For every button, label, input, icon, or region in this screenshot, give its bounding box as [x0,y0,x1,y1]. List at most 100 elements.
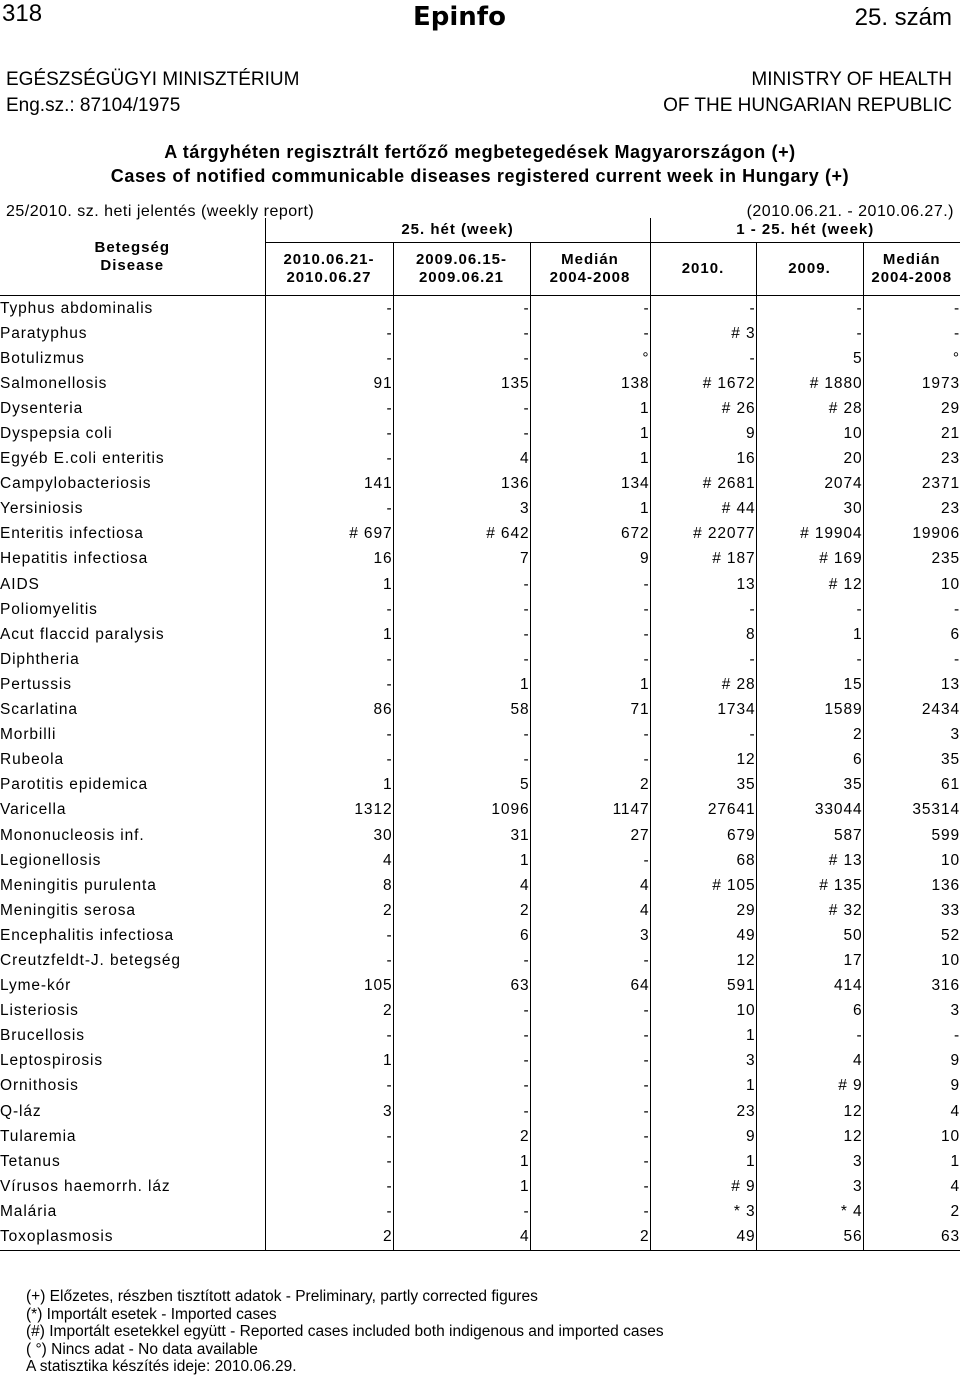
table-cell: - [392,572,530,598]
table-cell: 7 [392,546,530,573]
diseases-table: Betegség Disease 25. hét (week) 1 - 25. … [0,218,960,1251]
table-cell: 35 [755,772,863,798]
table-cell: 1 [529,396,650,422]
table-cell: # 2681 [649,471,756,497]
table-row: Q-láz 3- -23 12 4 [0,1099,960,1125]
table-row: Paratyphus - - - # 3-- [0,321,960,347]
table-cell: # 19904 [755,521,863,547]
table-cell: 1 [392,1149,530,1175]
col-2010: 2010. [649,242,756,296]
table-cell: - [392,747,530,773]
table-cell: 2434 [862,697,960,723]
disease-name: Listeriosis [0,1002,79,1020]
table-cell: 20 [755,446,863,472]
table-cell: - [264,1174,393,1200]
table-cell: 2 [264,998,393,1024]
table-cell: 3 [264,1099,393,1125]
disease-name: Leptospirosis [0,1052,104,1070]
disease-name: Tularemia [0,1127,77,1145]
table-cell: - [264,1149,393,1175]
disease-name: Campylobacteriosis [0,475,152,493]
table-cell: 4 [529,873,650,899]
table-row: Meningitis serosa 2 2 4 29 # 32 33 [0,898,960,924]
table-cell: 4 [264,848,393,874]
disease-name: Diphtheria [0,650,80,668]
week-group-header: 25. hét (week) [264,218,650,243]
table-row: Botulizmus - - ° -5 ° [0,346,960,372]
table-cell: 135 [392,371,530,397]
footnote-stat-date: A statisztika készítés ideje: 2010.06.29… [26,1358,297,1375]
table-cell: - [529,1199,650,1225]
table-row: Salmonellosis 91 135 138 # 1672 # 1880 1973 [0,371,960,397]
col-cumulative-median: Medián 2004-2008 [862,242,960,296]
table-cell: - [392,597,530,623]
table-cell: 10 [862,848,960,874]
table-cell: 50 [755,923,863,949]
table-cell: - [529,1023,650,1049]
table-cell: 9 [649,1124,756,1150]
disease-name: Typhus abdominalis [0,299,154,317]
table-cell: # 135 [755,873,863,899]
table-cell: 10 [862,1124,960,1150]
table-cell: 12 [649,747,756,773]
table-row: Dyspepsia coli - -1 9 10 21 [0,421,960,447]
table-cell: - [392,321,530,347]
table-cell: 1 [529,672,650,698]
disease-name: Acut flaccid paralysis [0,625,165,643]
table-row: Tularemia -2-9 12 10 [0,1124,960,1150]
table-cell: 35 [862,747,960,773]
table-cell: # 1880 [755,371,863,397]
table-cell: - [862,295,960,322]
table-cell: 2 [392,1124,530,1150]
table-cell: 1 [529,421,650,447]
table-cell: - [392,722,530,748]
table-cell: 1589 [755,697,863,723]
table-row: Legionellosis 4 1-68 # 13 10 [0,848,960,874]
table-cell: 1 [649,1149,756,1175]
table-cell: - [529,597,650,623]
table-cell: 1 [392,672,530,698]
col-current-week: 2010.06.21- 2010.06.27 [264,242,393,296]
table-cell: - [264,923,393,949]
table-cell: 1147 [529,797,650,823]
table-cell: # 9 [755,1073,863,1099]
table-row: Varicella 1312 1096 1147 27641 33044 35314 [0,797,960,823]
ministry-en: MINISTRY OF HEALTH [751,69,952,90]
table-row: Egyéb E.coli enteritis -4 1 16 20 23 [0,446,960,472]
table-cell: 3 [755,1174,863,1200]
table-cell: * 3 [649,1199,756,1225]
table-cell: 64 [529,973,650,999]
table-cell: - [392,1023,530,1049]
table-cell: 9 [529,546,650,573]
table-cell: 3 [755,1149,863,1175]
table-cell: - [264,747,393,773]
table-cell: 3 [649,1048,756,1074]
table-row: Enteritis infectiosa # 697 # 642 672 # 22077… [0,521,960,547]
table-cell: 9 [649,421,756,447]
disease-name: Enteritis infectiosa [0,525,144,543]
table-cell: - [529,1099,650,1125]
table-cell: 1973 [862,371,960,397]
table-cell: 71 [529,697,650,723]
table-cell: - [649,722,756,748]
table-cell: - [392,421,530,447]
table-row: Mononucleosis inf. 30 31 27 679 587 599 [0,822,960,849]
table-cell: # 187 [649,546,756,573]
footnote-included-imported: (#) Importált esetekkel együtt - Reporte… [26,1323,664,1340]
table-cell: # 642 [392,521,530,547]
table-row: Morbilli - - - -2 3 [0,722,960,748]
disease-header-en: Disease [100,256,165,274]
table-cell: 1 [529,496,650,522]
disease-name: AIDS [0,575,40,593]
table-cell: 29 [862,396,960,422]
table-cell: 1 [264,572,393,598]
table-cell: 19906 [862,521,960,547]
epinfo-logo: Epinfo [413,2,506,32]
footnotes: (+) Előzetes, részben tisztított adatok … [26,1288,664,1376]
table-cell: - [264,295,393,322]
table-cell: # 13 [755,848,863,874]
table-cell: - [649,597,756,623]
table-row: Creutzfeldt-J. betegség - - -12 17 10 [0,948,960,974]
table-cell: 4 [392,446,530,472]
table-cell: 12 [755,1099,863,1125]
